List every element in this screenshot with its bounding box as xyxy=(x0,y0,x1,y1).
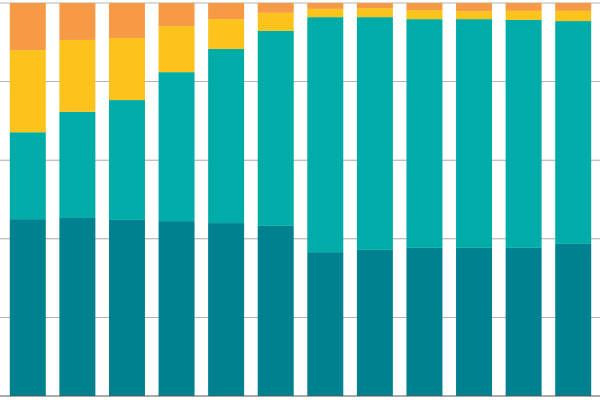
bar-segment xyxy=(505,10,542,20)
bar-segment xyxy=(356,3,393,9)
bar-segment xyxy=(456,11,493,20)
bar-segment xyxy=(555,3,592,11)
bar-segment xyxy=(257,12,294,31)
bar-segment xyxy=(59,111,96,218)
bar-segment xyxy=(208,223,245,396)
bar-segment xyxy=(505,19,542,248)
bar-segment xyxy=(555,21,592,244)
bar-segment xyxy=(555,243,592,396)
bar-segment xyxy=(356,8,393,18)
bar-segment xyxy=(257,225,294,396)
bar-segment xyxy=(108,219,145,396)
bar-segment xyxy=(158,3,195,27)
bar-segment xyxy=(456,19,493,248)
bar-segment xyxy=(356,249,393,396)
bar-segment xyxy=(505,3,542,11)
bar-segment xyxy=(158,72,195,222)
bar-segment xyxy=(59,3,96,40)
bar-segment xyxy=(406,19,443,248)
bar-segment xyxy=(307,17,344,253)
bar-segment xyxy=(356,17,393,250)
bar-segment xyxy=(108,3,145,38)
bar-segment xyxy=(59,39,96,112)
bar-segment xyxy=(108,100,145,220)
bar-segment xyxy=(307,3,344,9)
bar-segment xyxy=(9,3,46,51)
bar-segment xyxy=(158,221,195,396)
bar-segment xyxy=(108,37,145,101)
bar-segment xyxy=(9,50,46,133)
bar-segment xyxy=(456,3,493,12)
bar-segment xyxy=(9,132,46,220)
bar-segment xyxy=(208,19,245,49)
bar-segment xyxy=(307,8,344,18)
bar-segment xyxy=(505,247,542,396)
bar-segment xyxy=(456,247,493,396)
bar-segment xyxy=(208,3,245,20)
bar-segment xyxy=(257,30,294,226)
bar-segment xyxy=(406,3,443,11)
bar-segment xyxy=(406,247,443,396)
bar-segment xyxy=(59,217,96,396)
bar-segment xyxy=(307,252,344,396)
bar-segment xyxy=(555,10,592,22)
bar-segment xyxy=(257,3,294,13)
bar-segment xyxy=(406,10,443,20)
bar-segment xyxy=(208,48,245,224)
bar-segment xyxy=(158,26,195,73)
bar-segment xyxy=(9,219,46,396)
